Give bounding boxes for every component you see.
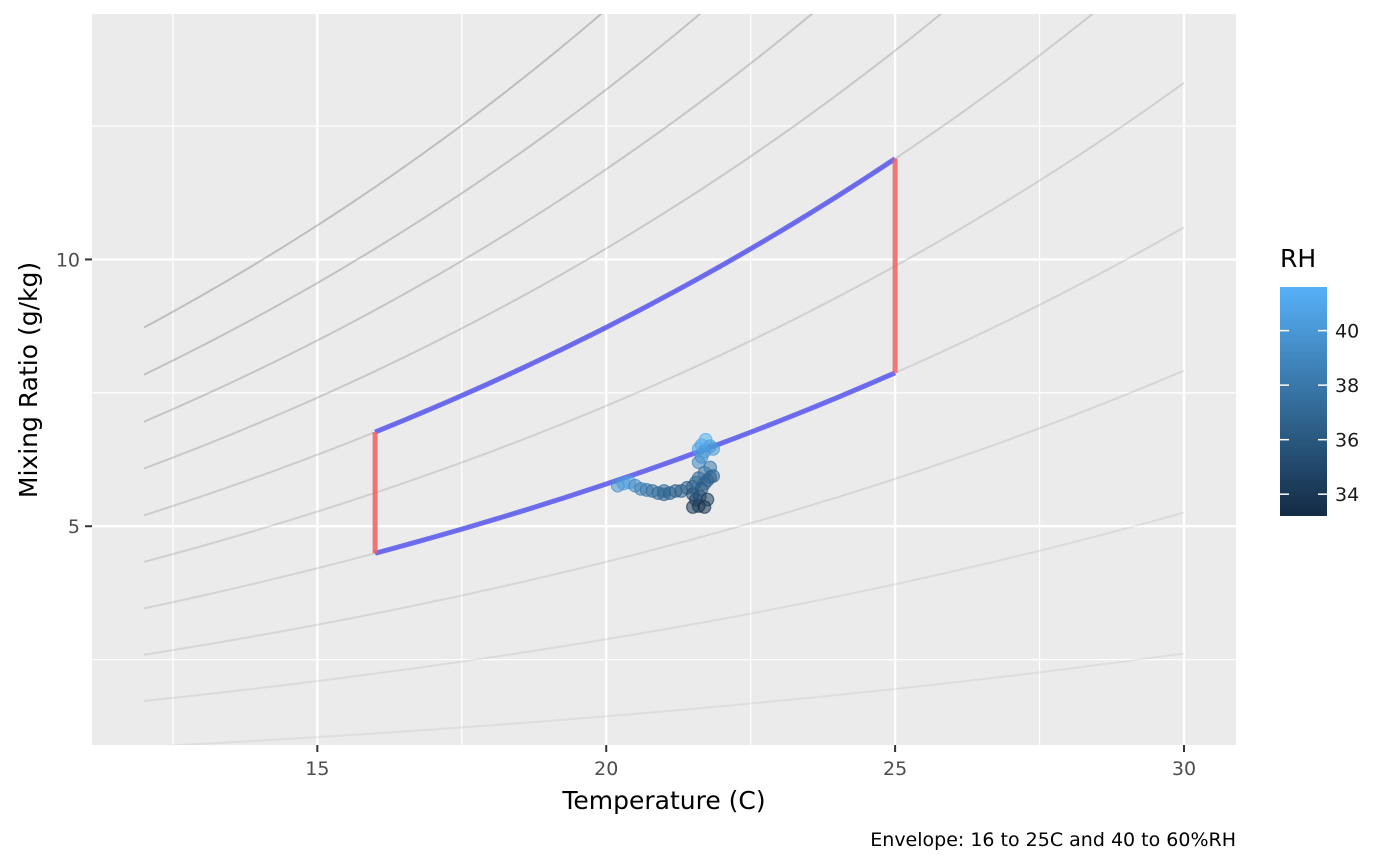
chart-caption: Envelope: 16 to 25C and 40 to 60%RH bbox=[870, 829, 1236, 851]
x-tick-label: 20 bbox=[594, 758, 618, 780]
rh-curve-10 bbox=[163, 652, 1185, 745]
x-tick-label: 25 bbox=[883, 758, 907, 780]
envelope-rh-60-line bbox=[374, 156, 897, 435]
rh-curve-20 bbox=[143, 511, 1185, 702]
legend-tick-label: 40 bbox=[1335, 321, 1359, 343]
legend-tick-label: 38 bbox=[1335, 375, 1359, 397]
envelope-rh-40-line bbox=[374, 370, 897, 556]
x-tick-label: 15 bbox=[305, 758, 329, 780]
rh-curve-70 bbox=[143, 14, 943, 470]
x-axis-title: Temperature (C) bbox=[561, 786, 765, 815]
rh-curve-100 bbox=[143, 14, 603, 329]
rh-curve-90 bbox=[143, 14, 702, 376]
y-tick-label: 10 bbox=[56, 249, 80, 271]
plot-panel bbox=[92, 14, 1236, 745]
rh-curve-80 bbox=[143, 14, 814, 423]
legend-tick-label: 36 bbox=[1335, 430, 1359, 452]
data-point bbox=[706, 469, 721, 483]
y-axis-title: Mixing Ratio (g/kg) bbox=[14, 262, 43, 498]
data-point bbox=[700, 492, 715, 507]
data-point bbox=[706, 441, 721, 456]
legend-title: RH bbox=[1280, 244, 1316, 273]
data-points bbox=[610, 432, 721, 514]
legend-ticks: 34 36 38 40 bbox=[1280, 321, 1359, 506]
y-tick-label: 5 bbox=[68, 516, 80, 538]
legend-colorbar bbox=[1280, 287, 1327, 516]
comfort-envelope bbox=[372, 156, 898, 556]
y-axis: 5 10 bbox=[56, 249, 92, 538]
legend-tick-label: 34 bbox=[1335, 484, 1359, 506]
x-axis: 15 20 25 30 bbox=[305, 745, 1196, 780]
rh-curve-30 bbox=[143, 369, 1185, 656]
grid-major bbox=[92, 14, 1236, 745]
x-tick-label: 30 bbox=[1172, 758, 1196, 780]
color-legend: RH 34 36 38 40 bbox=[1280, 244, 1359, 516]
rh-curve-50 bbox=[143, 82, 1185, 563]
grid-minor bbox=[92, 14, 1236, 745]
